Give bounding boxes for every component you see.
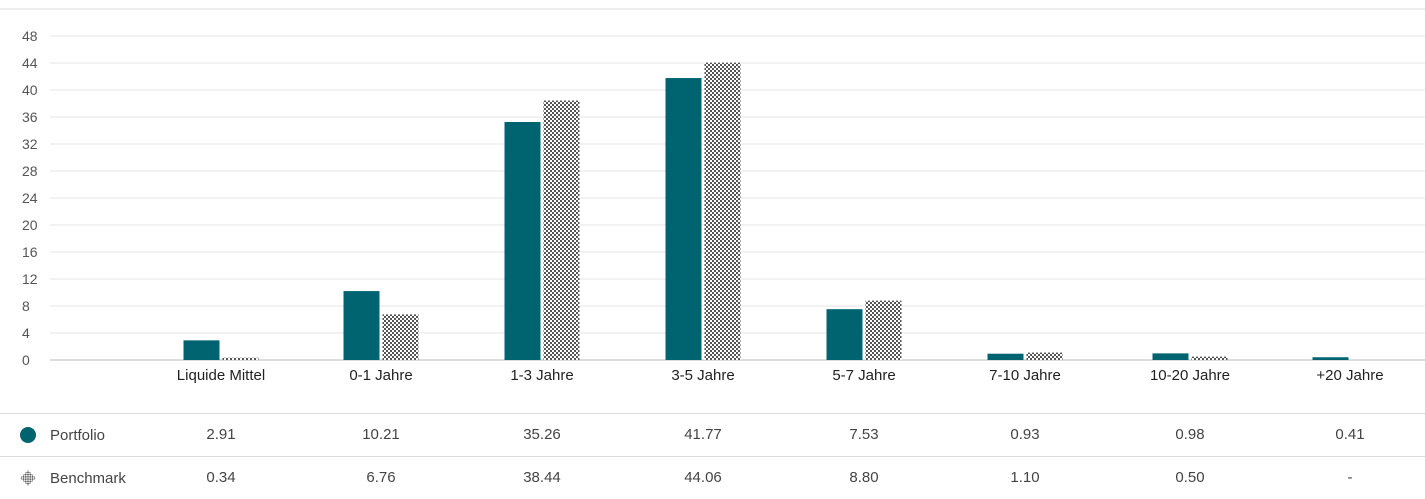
legend-label: Portfolio xyxy=(50,426,106,444)
x-tick-label: 10-20 Jahre xyxy=(1150,367,1230,384)
x-tick-label: 3-5 Jahre xyxy=(671,367,734,384)
legend-dot-swatch xyxy=(20,427,36,443)
x-tick-label: 5-7 Jahre xyxy=(832,367,895,384)
table-cell: 38.44 xyxy=(523,469,561,486)
bar-portfolio xyxy=(1152,353,1189,360)
y-tick-label: 16 xyxy=(22,244,38,260)
table-cell: 10.21 xyxy=(362,426,400,443)
y-tick-label: 0 xyxy=(22,352,30,368)
table-cell: 0.98 xyxy=(1175,426,1205,443)
table-cell: 35.26 xyxy=(523,426,561,443)
table-cell: 6.76 xyxy=(366,469,396,486)
bar-benchmark xyxy=(543,100,580,360)
bar-benchmark xyxy=(704,62,741,360)
bar-benchmark xyxy=(1191,356,1228,360)
table-cell: 7.53 xyxy=(849,426,879,443)
bar-portfolio xyxy=(183,340,220,360)
table-cell: 0.50 xyxy=(1175,469,1205,486)
bar-portfolio xyxy=(343,291,380,360)
legend-item: Portfolio xyxy=(20,414,105,456)
bar-portfolio xyxy=(987,353,1024,360)
bars xyxy=(183,62,1349,361)
table-cell: 44.06 xyxy=(684,469,722,486)
y-tick-label: 4 xyxy=(22,325,30,341)
bar-benchmark xyxy=(1026,352,1063,360)
legend-pattern-swatch xyxy=(20,470,36,486)
x-tick-label: +20 Jahre xyxy=(1316,367,1383,384)
legend-label: Benchmark xyxy=(50,469,126,487)
y-tick-label: 12 xyxy=(22,271,38,287)
table-row-portfolio: Portfolio 2.91 10.21 35.26 41.77 7.53 0.93 0.98… xyxy=(0,413,1425,456)
bar-portfolio xyxy=(1312,357,1349,360)
y-tick-label: 36 xyxy=(22,109,38,125)
bar-benchmark xyxy=(222,357,259,360)
x-axis: Liquide Mittel 0-1 Jahre 1-3 Jahre 3-5 Jahr… xyxy=(177,367,1384,384)
x-tick-label: 7-10 Jahre xyxy=(989,367,1061,384)
table-cell: 0.41 xyxy=(1335,426,1365,443)
table-cell: 0.93 xyxy=(1010,426,1040,443)
table-cell: - xyxy=(1347,469,1353,486)
table-cell: 0.34 xyxy=(206,469,236,486)
bar-portfolio xyxy=(665,78,702,361)
y-tick-label: 40 xyxy=(22,82,38,98)
legend-item: Benchmark xyxy=(20,457,126,499)
y-tick-label: 32 xyxy=(22,136,38,152)
x-tick-label: Liquide Mittel xyxy=(177,367,265,384)
y-tick-label: 20 xyxy=(22,217,38,233)
y-tick-label: 48 xyxy=(22,28,38,44)
y-tick-label: 28 xyxy=(22,163,38,179)
table-cell: 41.77 xyxy=(684,426,722,443)
bar-benchmark xyxy=(382,314,419,360)
x-tick-label: 1-3 Jahre xyxy=(510,367,573,384)
y-tick-label: 8 xyxy=(22,298,30,314)
table-cell: 8.80 xyxy=(849,469,879,486)
bar-portfolio xyxy=(504,121,541,361)
bar-benchmark xyxy=(865,300,902,360)
table-cell: 1.10 xyxy=(1010,469,1040,486)
table-row-benchmark: Benchmark 0.34 6.76 38.44 44.06 8.80 1.10 0.50 - xyxy=(0,456,1425,499)
y-tick-label: 44 xyxy=(22,55,38,71)
bar-portfolio xyxy=(826,309,863,360)
y-tick-label: 24 xyxy=(22,190,38,206)
x-tick-label: 0-1 Jahre xyxy=(349,367,412,384)
table-cell: 2.91 xyxy=(206,426,236,443)
